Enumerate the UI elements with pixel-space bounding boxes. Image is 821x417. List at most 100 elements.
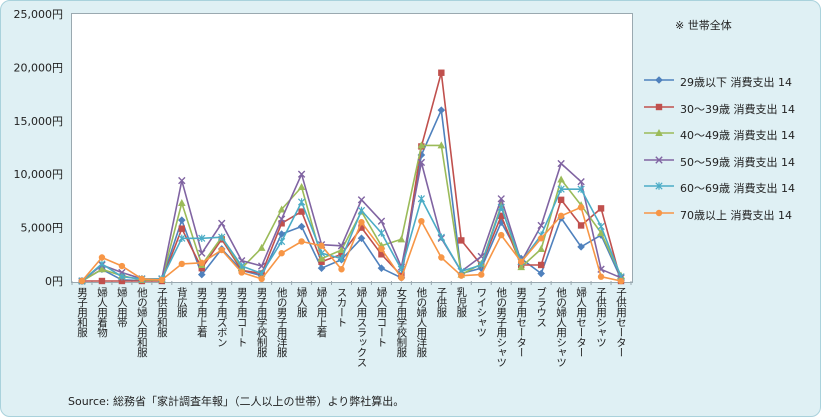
legend-item: 29歳以下 消費支出 14 [642,73,817,89]
point-marker [317,264,326,272]
x-tick-label: 子供服 [435,287,447,318]
point-marker [257,262,266,270]
point-marker [655,103,663,110]
x-tick-label: 婦人用着物 [96,287,108,338]
x-tick-label: 他の婦人用シャツ [555,286,567,367]
x-tick-label: ブラウス [535,286,547,327]
x-tick-label: 子供用セーター [615,287,627,357]
point-marker [378,251,385,258]
point-marker [497,195,505,203]
series-5 [78,185,625,285]
point-marker [258,275,265,283]
point-marker [277,205,286,213]
point-marker [98,260,106,268]
point-marker [278,250,285,257]
legend-item: 30～39歳 消費支出 14 [642,100,817,116]
legend-label: 50～59歳 消費支出 14 [680,155,795,169]
point-marker [557,196,565,204]
point-marker [655,209,663,216]
chart-note: ※ 世帯全体 [675,19,732,32]
x-tick-label: 男子用上着 [196,287,208,338]
series-6 [78,204,625,285]
point-marker [577,177,585,186]
point-marker [537,261,545,269]
point-marker [557,212,565,220]
point-marker [318,258,325,265]
y-tick-label: 5,000円 [21,222,64,235]
y-tick-label: 25,000円 [14,8,64,21]
point-marker [358,219,365,226]
point-marker [357,234,366,243]
legend-label: 30～39歳 消費支出 14 [680,102,795,116]
point-marker [557,175,565,183]
series-line [81,206,622,282]
point-marker [498,231,505,239]
point-marker [655,155,663,164]
point-marker [437,106,446,114]
point-marker [358,224,365,231]
point-marker [377,229,386,237]
point-marker [577,185,585,193]
point-marker [517,263,525,271]
point-marker [655,182,663,190]
point-marker [477,261,485,269]
x-tick-label: 子供用シャツ [595,287,607,347]
point-marker [198,234,206,242]
point-marker [517,258,525,265]
x-tick-label: 女子用学校制服 [395,286,407,358]
point-marker [317,249,326,257]
point-marker [98,254,106,261]
y-tick-label: 10,000円 [14,168,64,181]
point-marker [277,230,286,238]
source-note: Source: 総務省「家計調査年報」（二人以上の世帯）より弊社算出。 [68,395,405,408]
legend-item: 40～49歳 消費支出 14 [642,126,817,142]
legend-swatch [644,155,674,164]
point-marker [277,215,286,223]
point-marker [537,244,545,252]
point-marker [417,158,426,167]
point-marker [118,273,126,281]
point-marker [458,237,465,244]
legend-item: 70歳以上 消費支出 14 [642,206,817,222]
point-marker [655,76,663,84]
legend-label: 70歳以上 消費支出 14 [680,208,792,222]
point-marker [617,277,625,285]
point-marker [297,183,306,191]
x-tick-label: 他の婦人用和服 [136,286,148,358]
x-tick-label: 婦人用帯 [116,287,128,327]
x-tick-label: 他の婦人用洋服 [415,286,427,358]
x-tick-label: 婦人服 [296,287,308,318]
point-marker [197,270,206,279]
x-tick-label: 男子用セーター [515,287,527,357]
point-marker [597,273,605,280]
x-tick-label: 男子用コート [236,287,248,347]
legend-label: 29歳以下 消費支出 14 [680,76,792,89]
point-marker [297,198,306,206]
point-marker [238,262,246,270]
point-marker [198,259,205,267]
legend-item: 50～59歳 消費支出 14 [642,153,817,169]
point-marker [577,243,585,251]
point-marker [278,220,285,227]
legend-label: 40～49歳 消費支出 14 [680,129,795,142]
series-line [82,71,622,282]
x-tick-label: 男子用学校制服 [256,287,268,358]
point-marker [577,204,585,211]
point-marker [178,260,186,268]
point-marker [597,228,605,236]
point-marker [138,275,146,283]
y-tick-label: 15,000円 [14,115,64,128]
point-marker [378,245,385,253]
x-tick-label: 他の男子用洋服 [276,286,288,358]
point-marker [337,254,346,263]
legend-swatch [644,129,674,136]
x-tick-label: 子供用和服 [156,287,168,338]
point-marker [178,216,186,224]
point-marker [118,277,126,285]
point-marker [377,217,386,225]
legend-swatch [644,103,674,110]
series-line [81,109,622,282]
point-marker [597,222,605,231]
point-marker [317,254,326,262]
point-marker [437,141,446,149]
